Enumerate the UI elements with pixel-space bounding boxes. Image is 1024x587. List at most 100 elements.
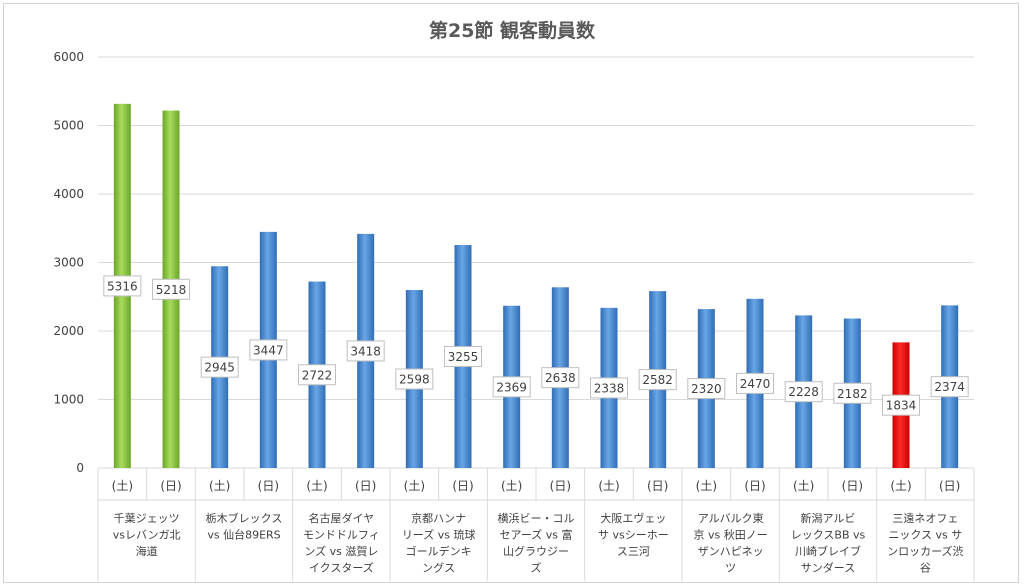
data-labels: 5316 5218 2945 3447 2722 3418 2598 3255 2369 2638… (103, 275, 969, 416)
category-label: 海道 (136, 544, 158, 558)
y-tick-label: 0 (76, 461, 84, 475)
category-label: モンドドルフィ (303, 529, 380, 542)
data-label-box (590, 377, 628, 399)
category-label: 新潟アルビ (801, 511, 856, 525)
category-label: 大阪エヴェッ (600, 511, 666, 525)
day-label: (土) (793, 479, 814, 493)
data-label: 2338 (594, 381, 625, 395)
day-label: (日) (842, 479, 863, 493)
category-label: リーズ vs 琉球 (402, 528, 476, 542)
bar-chart: 第25節 観客動員数 0 1000 2000 3000 4000 5000 6000 千葉ジ… (53, 19, 975, 581)
data-label-box (395, 368, 434, 390)
category-label: アルバルク東 (698, 512, 764, 525)
data-label-box (249, 339, 288, 361)
day-label: (日) (452, 479, 473, 493)
data-label-box (736, 372, 774, 394)
category-label: ス三河 (617, 545, 650, 558)
category-label: 横浜ビー・コル (498, 511, 575, 525)
day-label: (日) (160, 479, 181, 493)
category-label: vs 仙台89ERS (207, 528, 280, 542)
data-label-box (687, 378, 726, 400)
data-label: 3255 (448, 350, 479, 364)
day-label: (日) (355, 479, 376, 493)
day-label: (日) (744, 479, 765, 493)
y-tick-label: 3000 (53, 256, 84, 270)
category-label: ンズ vs 滋賀レ (304, 544, 378, 558)
data-label-box (784, 381, 823, 403)
data-label: 2598 (399, 373, 430, 387)
data-label-box (882, 394, 920, 416)
data-label: 2945 (204, 361, 235, 375)
category-label: レックスBB vs (791, 529, 866, 542)
day-label: (日) (258, 479, 279, 493)
category-label: サンダース (801, 561, 855, 575)
category-label: 栃木ブレックス (206, 511, 283, 525)
category-label: ンロッカーズ渋 (887, 544, 963, 558)
day-label: (土) (404, 479, 425, 493)
y-axis: 0 1000 2000 3000 4000 5000 6000 (53, 50, 84, 475)
data-label-box (346, 340, 385, 362)
category-label: サ vsシーホー (598, 529, 669, 542)
category-label: イクスターズ (309, 561, 374, 575)
category-label: ニックス vs サ (888, 529, 962, 542)
data-label-box (444, 346, 482, 368)
data-label: 2470 (740, 377, 771, 391)
chart-title: 第25節 観客動員数 (429, 19, 596, 42)
data-label-box (492, 376, 531, 398)
data-label-box (930, 376, 969, 398)
day-label: (日) (939, 479, 960, 493)
data-label: 2722 (302, 368, 333, 382)
data-label-box (200, 356, 239, 378)
category-label: vsレバンガ北 (113, 529, 181, 542)
day-label: (土) (501, 479, 522, 493)
gridlines (98, 56, 974, 469)
category-label: ツ (725, 562, 736, 575)
category-label: 京都ハンナ (411, 511, 466, 525)
category-label: 千葉ジェッツ (114, 511, 180, 525)
data-label: 5218 (156, 283, 187, 297)
day-label: (土) (112, 479, 133, 493)
data-label: 2228 (788, 385, 819, 399)
category-label: セアーズ vs 富 (499, 528, 572, 542)
data-label: 1834 (886, 399, 917, 413)
category-label: 谷 (920, 562, 931, 575)
day-label: (土) (890, 479, 911, 493)
data-label-box (152, 278, 190, 300)
chart-frame: 第25節 観客動員数 0 1000 2000 3000 4000 5000 6000 千葉ジ… (3, 3, 1019, 583)
data-label: 5316 (107, 279, 138, 293)
data-label: 2374 (934, 380, 965, 394)
y-tick-label: 6000 (53, 50, 84, 64)
day-label: (土) (598, 479, 619, 493)
category-label: 京 vs 秋田ノー (694, 528, 768, 542)
data-label: 2182 (837, 387, 868, 401)
data-label: 3418 (350, 344, 381, 358)
data-label: 2320 (691, 382, 722, 396)
y-tick-label: 4000 (53, 187, 84, 201)
day-label: (土) (209, 479, 230, 493)
data-label-box (103, 275, 142, 297)
data-label: 2369 (496, 380, 527, 394)
day-label: (日) (550, 479, 571, 493)
y-tick-label: 2000 (53, 324, 84, 338)
category-label: 山グラウジー (503, 544, 569, 558)
day-label: (日) (647, 479, 668, 493)
category-label: ゴールデンキ (406, 544, 472, 558)
data-label-box (833, 382, 872, 404)
category-label: ングス (422, 561, 455, 575)
data-label: 3447 (253, 343, 284, 357)
data-label-box (638, 369, 677, 391)
data-label-box (541, 367, 580, 389)
y-tick-label: 1000 (53, 393, 84, 407)
bars (113, 103, 959, 468)
category-label: ズ (531, 561, 542, 575)
y-tick-label: 5000 (53, 119, 84, 133)
data-label: 2638 (545, 371, 576, 385)
category-label: 名古屋ダイヤ (308, 511, 374, 525)
data-label: 2582 (642, 373, 673, 387)
category-label: 三遠ネオフェ (892, 512, 958, 525)
category-label: ザンハピネッ (698, 545, 764, 558)
day-label: (土) (696, 479, 717, 493)
category-label: 川崎ブレイブ (795, 544, 861, 558)
data-label-box (298, 364, 336, 386)
